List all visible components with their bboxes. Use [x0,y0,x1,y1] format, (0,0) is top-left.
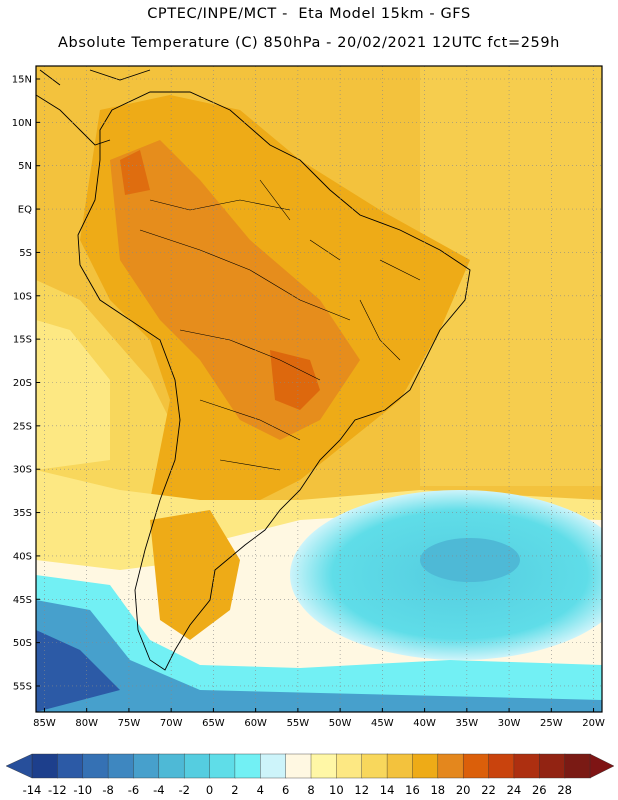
colorbar-swatch [386,753,414,779]
lat-label: 25S [13,421,32,432]
colorbar-swatch [158,753,185,779]
lat-label: 40S [13,551,32,562]
colorbar-swatch [57,753,84,779]
colorbar-label: 10 [329,783,344,797]
colorbar-swatch [209,753,236,779]
lat-label: 15N [12,75,32,86]
colorbar-under-arrow [5,753,33,779]
coastline-central-america [36,94,111,146]
colorbar-label: 8 [307,783,314,797]
longitude-labels: 85W 80W 75W 70W 65W 60W 55W 50W 45W 40W 35W 30W 25W 2… [33,708,605,729]
coastline-caribbean [39,69,151,86]
lon-label: 65W [202,718,225,729]
colorbar-label: -6 [128,783,139,797]
colorbar-swatch [260,753,287,779]
lon-label: 20W [582,718,605,729]
coastline-south-america [77,91,471,671]
country-borders [139,179,421,471]
lat-label: 15S [13,335,32,346]
colorbar-swatch [82,753,109,779]
map-title-line1: CPTEC/INPE/MCT - Eta Model 15km - GFS [147,6,471,22]
colorbar-swatch [133,753,160,779]
colorbar-swatches [5,753,615,779]
colorbar-swatch [412,753,439,779]
field-patagonia [150,510,240,640]
colorbar-label: -14 [23,783,42,797]
temperature-map: 15N 10N 5N EQ 5S 10S 15S 20S 25S 30S 35S 40S 45S 50S 5… [12,65,605,729]
colorbar-label: 2 [231,783,238,797]
field-south-band-cold [36,600,602,712]
lat-label: 5S [19,248,32,259]
map-title-line2: Absolute Temperature (C) 850hPa - 20/02/… [58,35,560,51]
lat-label: 50S [13,638,32,649]
colorbar-label: 14 [380,783,395,797]
colorbar-label: 12 [354,783,369,797]
colorbar-swatch [336,753,363,779]
colorbar-label: -8 [102,783,113,797]
lat-label: 35S [13,508,32,519]
lat-label: 5N [18,161,32,172]
field-hot-spot [270,350,320,410]
colorbar-swatch [31,753,59,779]
lat-label: 55S [13,681,32,692]
colorbar-swatch [513,753,540,779]
colorbar-swatch [488,753,515,779]
colorbar-label: 0 [206,783,213,797]
colorbar-swatch [361,753,388,779]
colorbar-swatch [183,753,211,779]
colorbar-label: 28 [557,783,572,797]
colorbar-label: 26 [532,783,547,797]
colorbar-swatch [539,753,566,779]
colorbar-label: -4 [153,783,164,797]
lon-label: 85W [33,718,56,729]
colorbar-label: 24 [507,783,522,797]
colorbar-label: -12 [48,783,67,797]
colorbar-swatch [310,753,338,779]
field-southwest-cold [36,630,120,712]
lat-label: 20S [13,378,32,389]
lat-label: 30S [13,465,32,476]
colorbar-label: 6 [282,783,289,797]
field-pacific-cool [36,320,110,470]
lon-label: 80W [75,718,98,729]
field-hot-spot-north [120,150,150,195]
map-frame [35,65,603,713]
lon-label: 25W [540,718,563,729]
colorbar-labels: -14 -12 -10 -8 -6 -4 -2 0 2 4 6 8 10 12 14 16 18 20 22 24 26… [23,783,572,797]
colorbar-over-arrow [589,753,615,779]
lon-label: 60W [244,718,267,729]
colorbar-label: -2 [178,783,189,797]
lon-label: 40W [413,718,436,729]
lon-label: 75W [118,718,141,729]
lat-label: 10N [12,118,32,129]
lon-label: 45W [371,718,394,729]
field-south-band [36,575,602,712]
coastlines [36,69,471,671]
latitude-labels: 15N 10N 5N EQ 5S 10S 15S 20S 25S 30S 35S 40S 45S 50S 5… [12,75,40,692]
lon-label: 70W [160,718,183,729]
colorbar-label: 18 [430,783,445,797]
colorbar-label: -10 [73,783,92,797]
colorbar-label: 4 [257,783,264,797]
temperature-field [36,66,602,712]
colorbar-swatch [285,753,312,779]
colorbar-swatch [107,753,135,779]
colorbar-label: 16 [405,783,420,797]
colorbar-swatch [564,753,591,779]
lon-label: 50W [329,718,352,729]
lat-label: 10S [13,291,32,302]
colorbar-label: 22 [481,783,496,797]
colorbar-swatch [437,753,464,779]
lat-label: 45S [13,595,32,606]
colorbar: -14 -12 -10 -8 -6 -4 -2 0 2 4 6 8 10 12 14 16 18 20 22 24 26… [5,753,615,797]
colorbar-swatch [462,753,490,779]
colorbar-label: 20 [456,783,471,797]
lon-label: 55W [287,718,310,729]
lon-label: 30W [498,718,521,729]
field-cold-core [420,538,520,582]
colorbar-swatch [234,753,261,779]
lon-label: 35W [456,718,479,729]
lat-label: EQ [18,205,32,216]
